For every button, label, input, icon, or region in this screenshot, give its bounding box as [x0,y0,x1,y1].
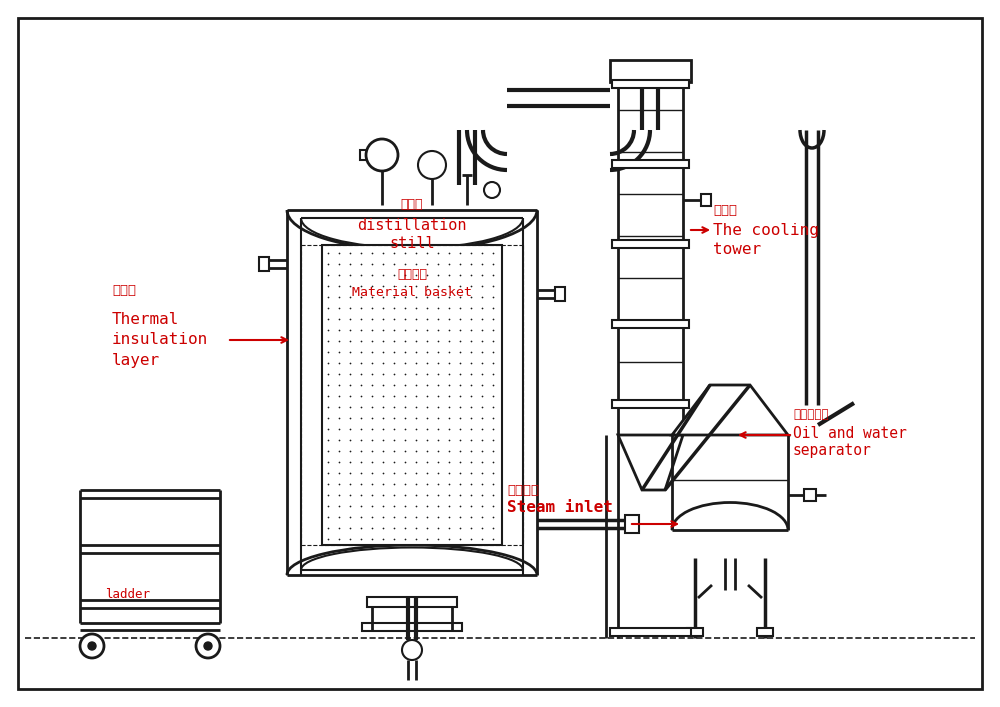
Circle shape [88,642,96,650]
Bar [612,80,689,88]
Circle shape [204,642,212,650]
Text: Oil and water: Oil and water [793,426,907,440]
Text: 冷凝器: 冷凝器 [713,204,737,216]
Bar [804,489,816,501]
Text: ladder: ladder [105,588,150,602]
Circle shape [402,640,422,660]
Text: still: still [389,235,435,250]
Bar [362,623,462,631]
Bar [610,60,691,82]
Text: distillation: distillation [357,218,467,233]
Bar [625,515,639,533]
Polygon shape [618,435,683,490]
Text: The cooling: The cooling [713,223,819,238]
Text: 保温层: 保温层 [112,284,136,296]
Circle shape [484,182,500,198]
Bar [612,400,689,408]
Text: tower: tower [713,243,761,257]
Text: insulation: insulation [112,332,208,348]
Text: separator: separator [793,443,872,457]
Circle shape [80,634,104,658]
Text: 蔻馏釜: 蔻馏釜 [401,199,423,211]
Bar [612,320,689,328]
Text: Steam inlet: Steam inlet [507,501,613,515]
Bar [610,628,691,636]
Circle shape [196,634,220,658]
Circle shape [366,139,398,171]
Text: layer: layer [112,353,160,368]
Text: Material basket: Material basket [352,286,472,300]
Text: 蕊汽进口: 蕊汽进口 [507,484,539,496]
Circle shape [418,151,446,179]
Bar [367,597,457,607]
Text: Thermal: Thermal [112,312,179,327]
Polygon shape [360,150,372,160]
Bar [259,257,269,271]
Text: 油水分离器: 油水分离器 [793,409,829,421]
Bar [701,194,711,206]
Bar [555,287,565,301]
Polygon shape [672,385,788,435]
Bar [757,628,773,636]
Bar [322,245,502,545]
Bar [612,240,689,248]
Text: 物料倘篹: 物料倘篹 [397,269,427,281]
Bar [687,628,703,636]
Bar [612,160,689,168]
